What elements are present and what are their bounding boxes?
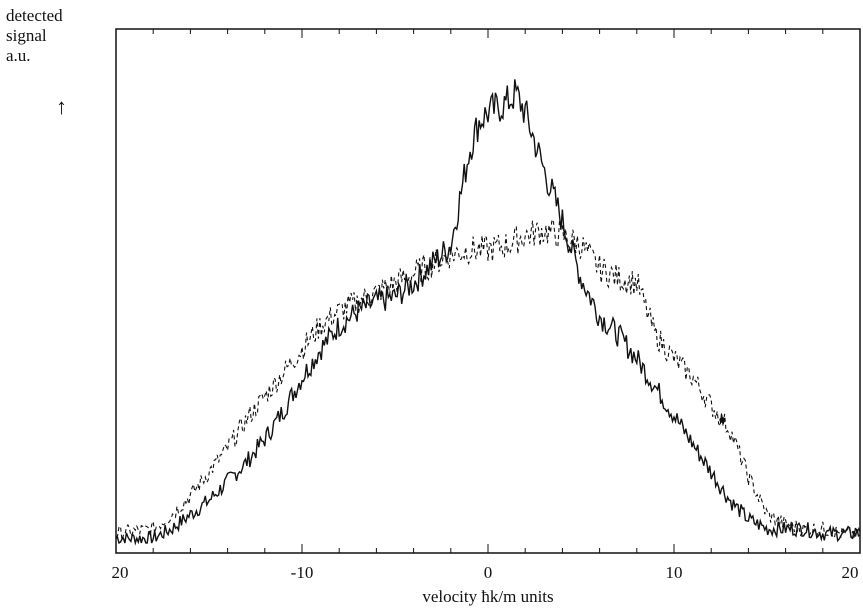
x-tick-label: 20 bbox=[112, 563, 129, 582]
series-layer bbox=[115, 79, 861, 546]
marker-dot bbox=[719, 417, 726, 424]
y-axis-label-line-1: detected bbox=[6, 6, 63, 25]
x-tick-label: 10 bbox=[666, 563, 683, 582]
y-axis-label: detected signal a.u. bbox=[6, 6, 63, 66]
y-axis-label-line-2: signal bbox=[6, 26, 47, 45]
y-axis-label-line-3: a.u. bbox=[6, 46, 31, 65]
x-tick-label: 0 bbox=[484, 563, 493, 582]
x-axis-title: velocity ħk/m units bbox=[422, 587, 553, 606]
x-axis-ticks bbox=[115, 29, 861, 553]
x-tick-label: 20 bbox=[842, 563, 859, 582]
series-dashed-line bbox=[115, 217, 861, 541]
x-axis-tick-labels: 20 -10 0 10 20 bbox=[112, 563, 859, 582]
x-tick-label: -10 bbox=[291, 563, 314, 582]
series-solid-line bbox=[115, 79, 861, 546]
up-arrow-icon: ↑ bbox=[56, 94, 67, 119]
